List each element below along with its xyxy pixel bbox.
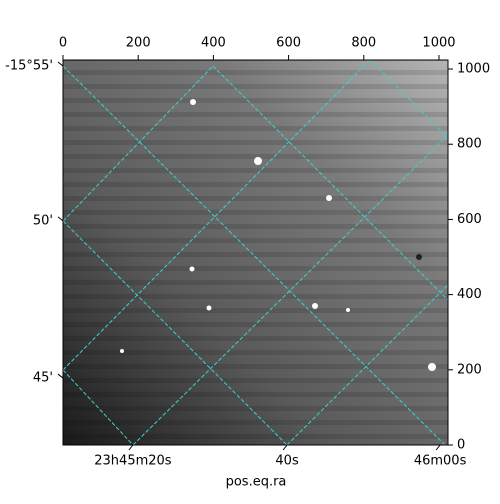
ra-tick-label: 46m00s [414,454,467,469]
dec-tick [57,216,64,222]
y-tick-label: 0 [457,438,465,453]
ra-tick-label: 23h45m20s [94,454,172,469]
x-tick-label: 1000 [422,36,455,51]
grid-line [62,369,134,446]
y-tick-label: 200 [457,362,482,377]
ra-tick [128,444,134,451]
grid-line [132,134,449,446]
dec-tick-label: 45' [33,371,53,386]
ra-tick [282,444,288,451]
x-tick-label: 800 [351,36,376,51]
x-axis-label: pos.eq.ra [226,475,287,490]
dec-tick-label: 50' [33,213,53,228]
x-tick-label: 0 [59,36,67,51]
frame [62,59,449,446]
y-tick-label: 800 [457,137,482,152]
dec-tick-label: -15°55' [5,59,53,74]
ra-tick [435,444,441,451]
grid-line [369,59,449,139]
y-tick-label: 600 [457,212,482,227]
grid-line [62,220,288,446]
dec-tick [57,373,64,379]
y-tick-label: 400 [457,287,482,302]
ra-tick-label: 40s [275,454,299,469]
x-tick-label: 200 [126,36,151,51]
grid-line [286,284,449,446]
grid-line [62,59,371,371]
x-tick-label: 400 [201,36,226,51]
world-grid [62,59,449,446]
image [63,60,448,445]
grid-line [212,65,449,301]
y-tick-label: 1000 [457,62,490,77]
x-tick-label: 600 [276,36,301,51]
dec-tick [57,61,64,67]
